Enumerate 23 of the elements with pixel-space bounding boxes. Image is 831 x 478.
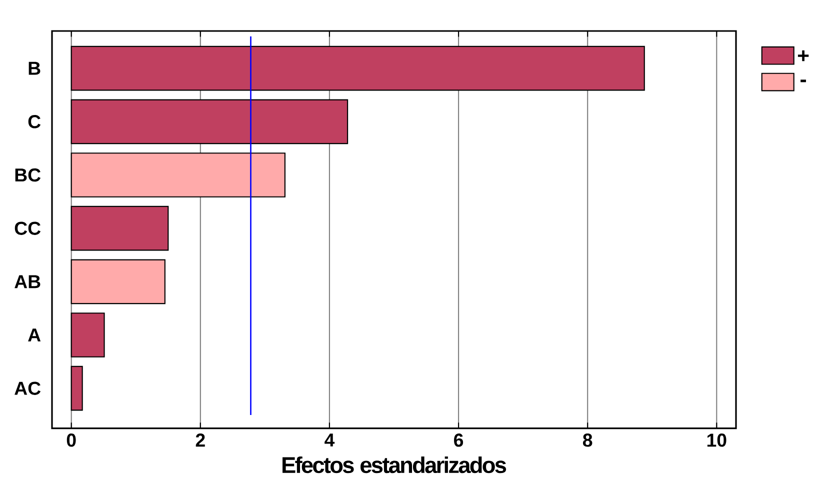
bar <box>70 152 286 198</box>
y-tick-label: BC <box>15 168 41 182</box>
y-tick-label: B <box>28 62 40 75</box>
x-tick-label: 8 <box>582 434 592 448</box>
x-tick-label: 10 <box>707 434 726 448</box>
y-tick-label: A <box>28 328 41 342</box>
bar <box>70 366 83 411</box>
x-tick-label: 4 <box>324 434 335 447</box>
x-tick-label: 0 <box>66 434 76 448</box>
bar <box>70 99 348 144</box>
x-axis-title: Efectos estandarizados <box>282 456 506 474</box>
x-tick-label: 2 <box>196 434 205 447</box>
bar <box>70 312 105 358</box>
bar <box>70 206 169 251</box>
y-tick-label: AC <box>14 382 41 396</box>
bar <box>70 259 166 304</box>
y-tick-label: AB <box>14 275 40 288</box>
bar <box>70 46 645 91</box>
y-tick-label: C <box>28 115 41 128</box>
y-tick-label: CC <box>14 222 41 236</box>
legend-label: + <box>798 50 809 62</box>
legend-label: - <box>800 80 806 82</box>
x-tick-label: 6 <box>454 434 464 448</box>
